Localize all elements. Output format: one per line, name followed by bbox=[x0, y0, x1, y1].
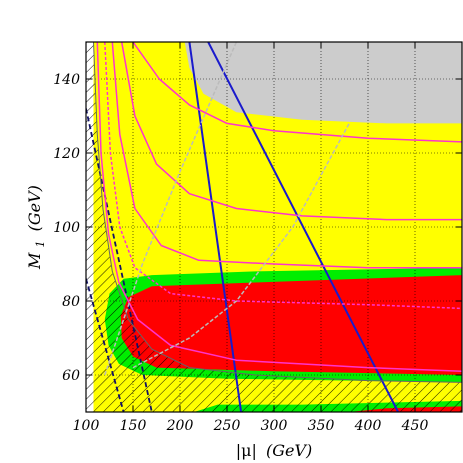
x-tick-label: 450 bbox=[401, 418, 429, 434]
y-axis-unit: (GeV) bbox=[25, 185, 44, 231]
x-axis-title: |μ| (GeV) bbox=[236, 441, 313, 460]
region-red bbox=[120, 275, 462, 375]
regions-layer bbox=[93, 42, 462, 412]
x-tick-label: 100 bbox=[73, 418, 100, 434]
excluded-hatched-region bbox=[86, 42, 462, 412]
x-tick-label: 250 bbox=[213, 418, 241, 434]
y-axis-subscript: 1 bbox=[34, 240, 47, 247]
y-axis-title: M 1 (GeV) bbox=[25, 185, 48, 270]
x-tick-label: 200 bbox=[166, 418, 194, 434]
y-tick-label: 80 bbox=[62, 294, 80, 310]
x-tick-label: 150 bbox=[120, 418, 147, 434]
x-axis-label: |μ| bbox=[236, 441, 257, 460]
y-axis-symbol: M bbox=[25, 252, 44, 270]
line-magenta-4 bbox=[104, 42, 462, 310]
line-boundary bbox=[93, 42, 462, 383]
line-blue-right bbox=[207, 42, 399, 412]
line-magenta-5 bbox=[96, 42, 462, 373]
line-dark-dashed-1 bbox=[86, 108, 153, 412]
ticks-layer: 100 150 200 250 300 350 400 450 60 80 100 120 140 bbox=[53, 42, 462, 434]
hatch-layer bbox=[86, 42, 462, 412]
x-tick-label: 300 bbox=[261, 418, 288, 434]
y-tick-label: 140 bbox=[53, 72, 80, 88]
region-grey bbox=[184, 42, 462, 124]
x-tick-label: 400 bbox=[354, 418, 382, 434]
x-tick-label: 350 bbox=[308, 418, 335, 434]
line-magenta-1 bbox=[132, 42, 462, 143]
line-grey-diag-2 bbox=[132, 123, 350, 369]
plot-area bbox=[86, 42, 462, 412]
y-tick-label: 120 bbox=[53, 146, 80, 162]
y-tick-label: 60 bbox=[62, 368, 80, 384]
y-tick-label: 100 bbox=[53, 220, 80, 236]
line-magenta-2 bbox=[120, 42, 462, 221]
line-blue-left bbox=[188, 42, 243, 412]
line-dark-dashed-2 bbox=[86, 278, 125, 412]
lines-layer bbox=[86, 42, 462, 412]
line-magenta-3 bbox=[111, 42, 462, 269]
x-axis-unit: (GeV) bbox=[266, 441, 312, 460]
